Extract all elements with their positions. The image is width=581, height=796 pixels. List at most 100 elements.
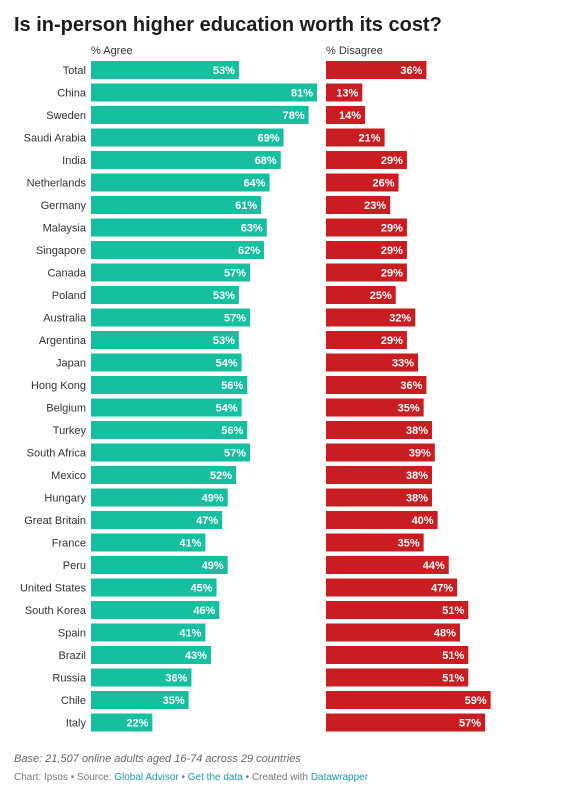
agree-value-label: 56% bbox=[221, 425, 243, 437]
agree-bar bbox=[91, 376, 248, 394]
disagree-value-label: 38% bbox=[406, 425, 428, 437]
agree-value-label: 63% bbox=[241, 223, 263, 235]
disagree-bar bbox=[326, 106, 366, 124]
chart-footer: Chart: Ipsos • Source: Global Advisor • … bbox=[14, 772, 368, 783]
row-label: Netherlands bbox=[27, 178, 87, 190]
datawrapper-link[interactable]: Datawrapper bbox=[310, 772, 369, 783]
disagree-bar bbox=[326, 331, 407, 349]
footer-separator: • Created with bbox=[242, 772, 311, 783]
agree-value-label: 49% bbox=[202, 560, 224, 572]
agree-bar bbox=[91, 556, 228, 574]
disagree-value-label: 51% bbox=[442, 650, 464, 662]
source-link[interactable]: Global Advisor bbox=[114, 772, 179, 783]
disagree-value-label: 29% bbox=[381, 335, 403, 347]
row-label: Russia bbox=[52, 673, 87, 685]
agree-value-label: 53% bbox=[213, 290, 235, 302]
agree-value-label: 62% bbox=[238, 245, 260, 257]
disagree-value-label: 47% bbox=[431, 583, 453, 595]
disagree-bar bbox=[326, 488, 433, 507]
disagree-value-label: 21% bbox=[359, 133, 381, 145]
disagree-value-label: 51% bbox=[442, 673, 464, 685]
disagree-value-label: 25% bbox=[370, 290, 392, 302]
agree-bar bbox=[91, 421, 248, 439]
disagree-bar bbox=[326, 691, 491, 709]
row-label: Turkey bbox=[53, 425, 87, 437]
disagree-bar bbox=[326, 173, 399, 192]
row-label: Belgium bbox=[46, 403, 86, 415]
disagree-bar bbox=[326, 713, 486, 732]
agree-bar bbox=[91, 106, 309, 124]
disagree-bar bbox=[326, 308, 416, 327]
disagree-value-label: 23% bbox=[364, 200, 386, 212]
disagree-bar bbox=[326, 443, 435, 462]
row-label: United States bbox=[20, 583, 87, 595]
agree-value-label: 35% bbox=[163, 695, 185, 707]
agree-bar bbox=[91, 218, 267, 237]
disagree-bar bbox=[326, 533, 424, 552]
row-label: Total bbox=[63, 65, 86, 77]
agree-value-label: 78% bbox=[283, 110, 305, 122]
row-label: Malaysia bbox=[43, 223, 87, 235]
disagree-bar bbox=[326, 263, 407, 282]
disagree-value-label: 33% bbox=[392, 358, 414, 370]
agree-value-label: 54% bbox=[216, 358, 238, 370]
agree-value-label: 81% bbox=[291, 88, 313, 100]
disagree-bar bbox=[326, 601, 469, 619]
agree-bar bbox=[91, 286, 239, 304]
get-data-link[interactable]: Get the data bbox=[187, 772, 243, 783]
agree-bar bbox=[91, 196, 262, 214]
row-label: China bbox=[57, 88, 87, 100]
disagree-value-label: 14% bbox=[339, 110, 361, 122]
row-label: Singapore bbox=[36, 245, 86, 257]
disagree-value-label: 13% bbox=[336, 88, 358, 100]
disagree-bar bbox=[326, 668, 469, 687]
agree-bar bbox=[91, 578, 217, 597]
agree-value-label: 47% bbox=[196, 515, 218, 527]
footer-separator: • Source: bbox=[67, 772, 115, 783]
agree-bar bbox=[91, 623, 206, 642]
row-label: Canada bbox=[47, 268, 86, 280]
agree-bar bbox=[91, 241, 264, 259]
disagree-value-label: 36% bbox=[400, 380, 422, 392]
agree-value-label: 41% bbox=[179, 538, 201, 550]
row-label: Saudi Arabia bbox=[24, 133, 87, 145]
agree-value-label: 56% bbox=[221, 380, 243, 392]
row-label: India bbox=[62, 155, 87, 167]
agree-bar bbox=[91, 443, 251, 462]
row-label: Mexico bbox=[51, 470, 86, 482]
disagree-bar bbox=[326, 421, 433, 439]
disagree-value-label: 29% bbox=[381, 245, 403, 257]
chart-title: Is in-person higher education worth its … bbox=[14, 14, 442, 36]
agree-value-label: 68% bbox=[255, 155, 277, 167]
disagree-bar bbox=[326, 61, 427, 79]
row-label: Sweden bbox=[46, 110, 86, 122]
agree-bar bbox=[91, 691, 189, 709]
agree-value-label: 61% bbox=[235, 200, 257, 212]
agree-value-label: 45% bbox=[191, 583, 213, 595]
footer-separator: • bbox=[178, 772, 188, 783]
disagree-bar bbox=[326, 128, 385, 147]
disagree-bar bbox=[326, 286, 396, 304]
disagree-value-label: 36% bbox=[400, 65, 422, 77]
disagree-value-label: 29% bbox=[381, 268, 403, 280]
chart-notes: Base: 21,507 online adults aged 16-74 ac… bbox=[14, 753, 301, 765]
disagree-value-label: 40% bbox=[412, 515, 434, 527]
disagree-bar bbox=[326, 196, 391, 214]
agree-bar bbox=[91, 511, 223, 529]
disagree-bar bbox=[326, 376, 427, 394]
row-label: Germany bbox=[41, 200, 87, 212]
row-label: Brazil bbox=[58, 650, 86, 662]
agree-bar bbox=[91, 83, 317, 102]
row-label: Italy bbox=[66, 718, 87, 730]
disagree-value-label: 44% bbox=[423, 560, 445, 572]
chart-credit: Chart: Ipsos bbox=[14, 772, 68, 783]
agree-value-label: 57% bbox=[224, 313, 246, 325]
agree-value-label: 64% bbox=[244, 178, 266, 190]
disagree-bar bbox=[326, 353, 419, 372]
agree-bar bbox=[91, 533, 206, 552]
disagree-value-label: 35% bbox=[398, 403, 420, 415]
disagree-value-label: 26% bbox=[373, 178, 395, 190]
agree-value-label: 69% bbox=[257, 133, 279, 145]
agree-value-label: 54% bbox=[216, 403, 238, 415]
